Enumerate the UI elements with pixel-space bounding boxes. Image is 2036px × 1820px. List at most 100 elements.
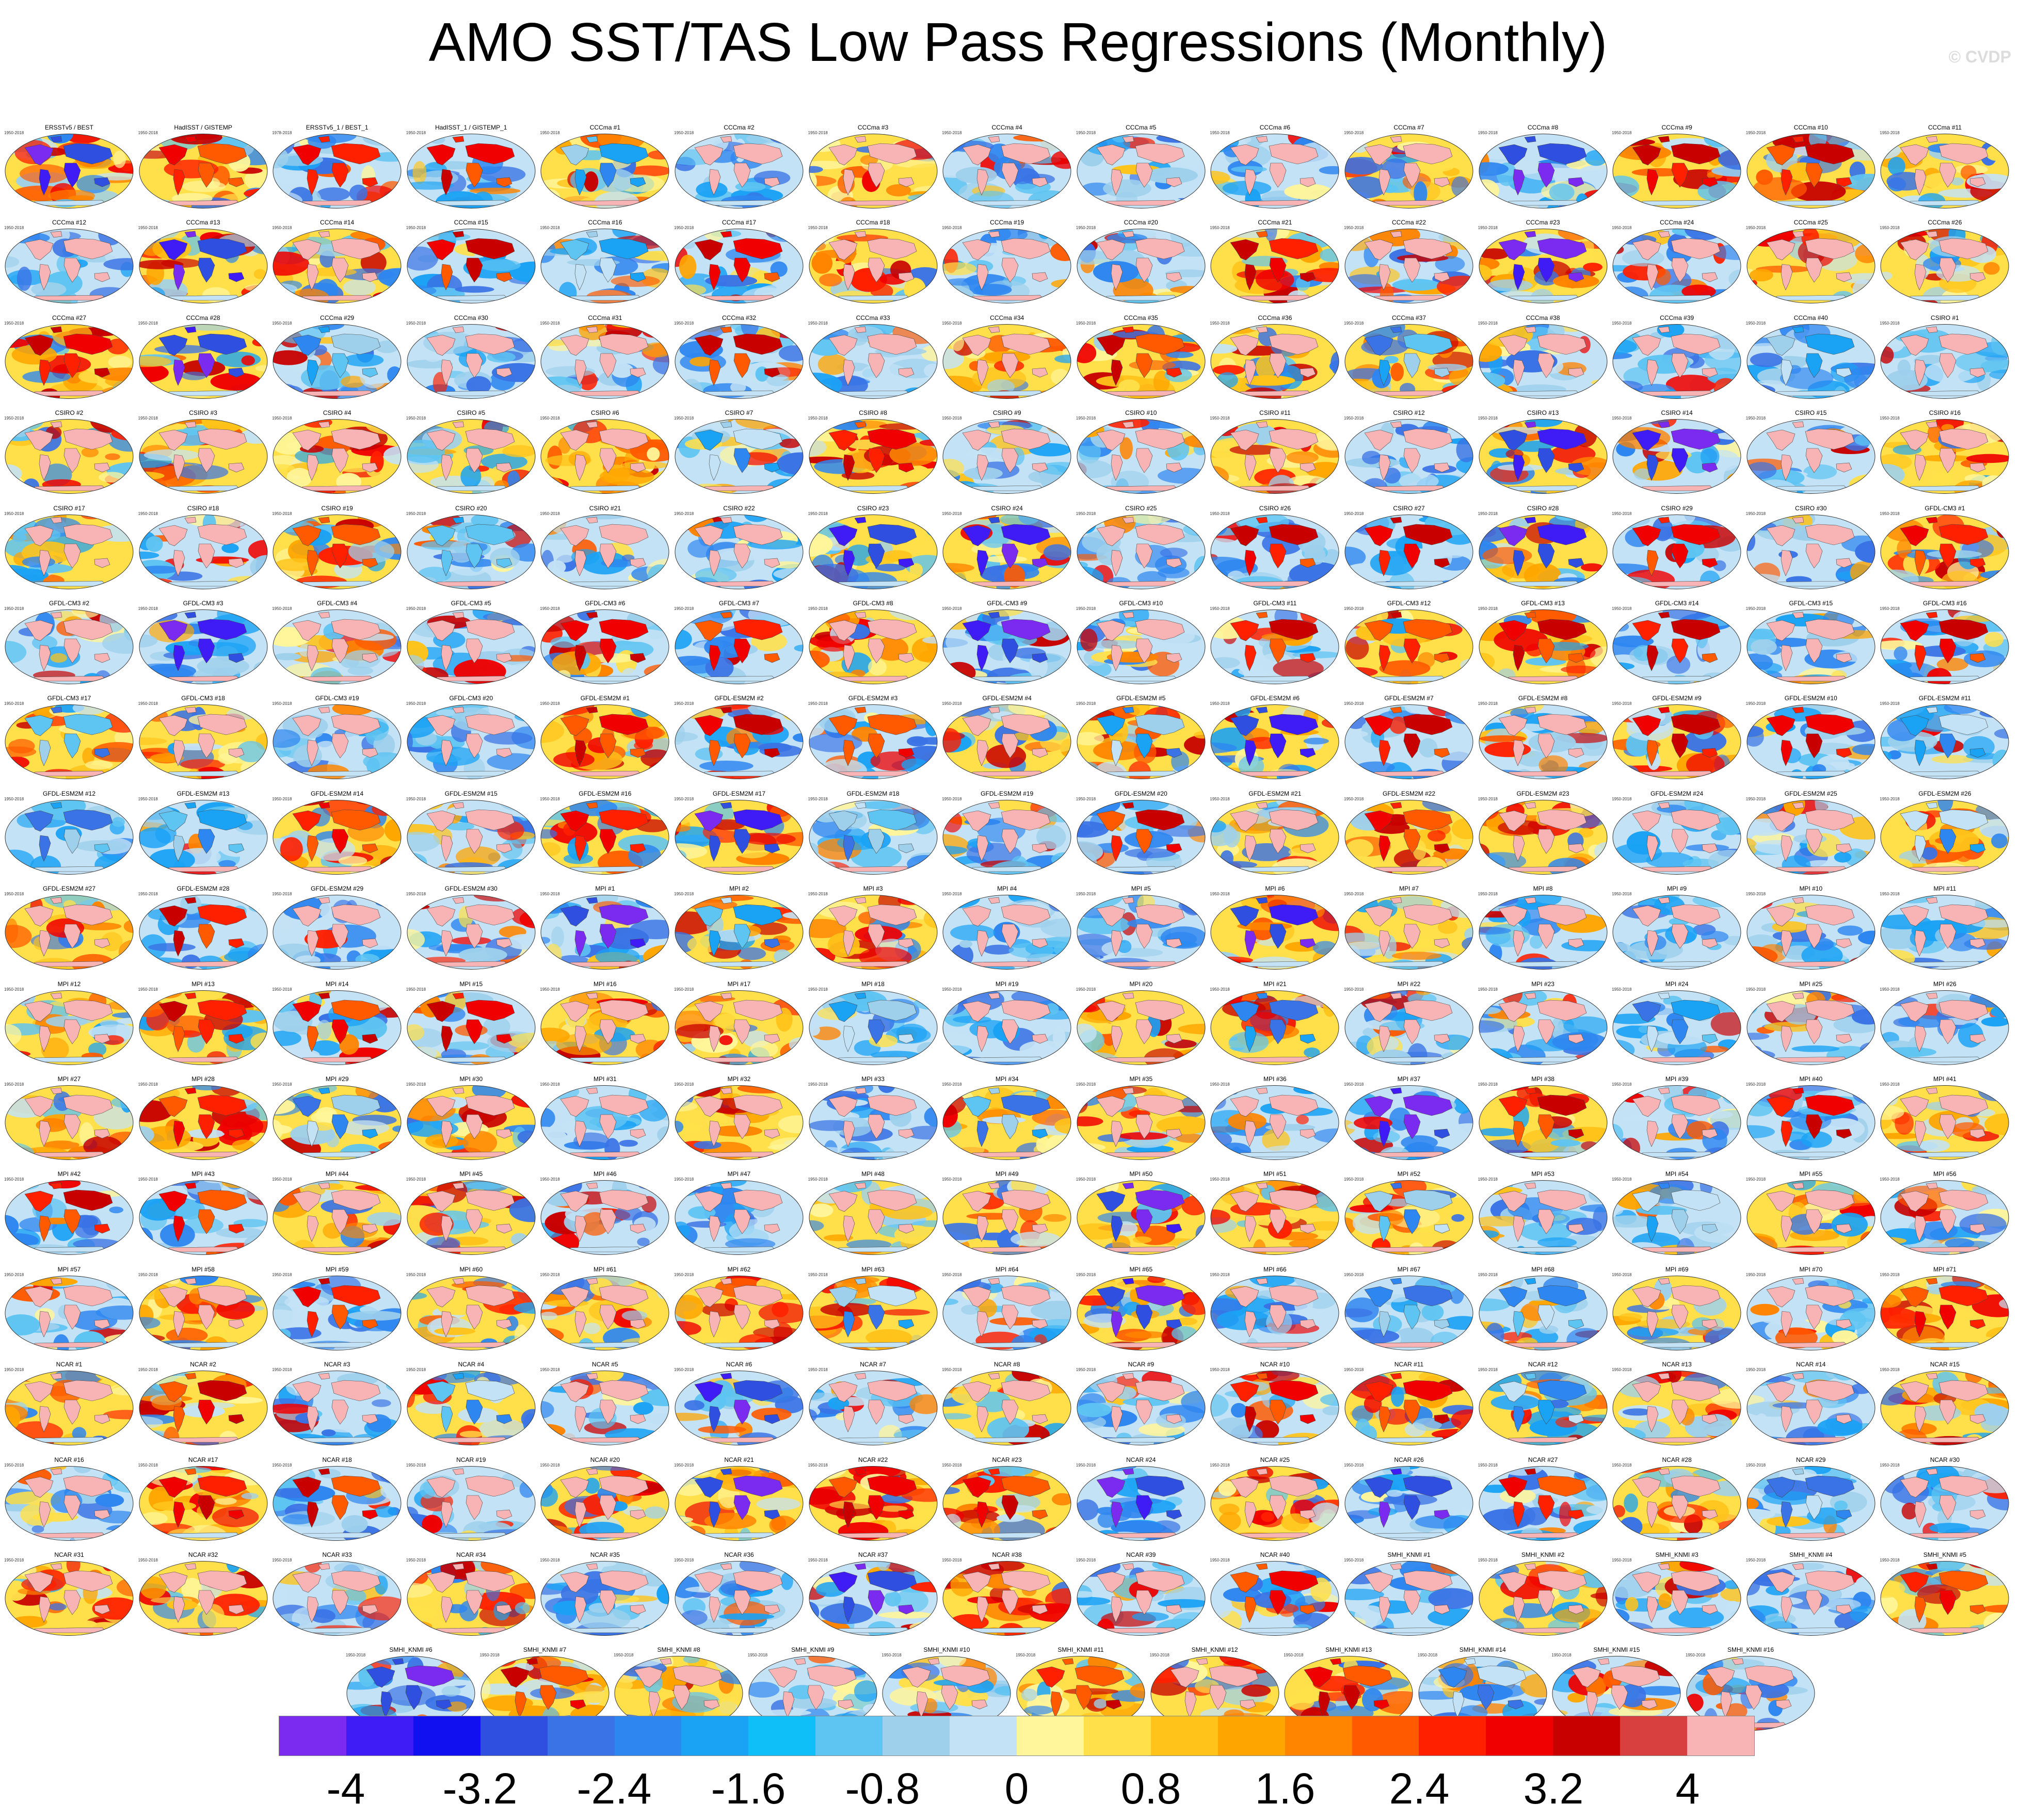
anomaly-blob [1385,762,1413,779]
anomaly-blob [180,759,225,770]
anomaly-blob [1345,609,1377,629]
anomaly-blob [159,802,198,819]
anomaly-blob [1241,712,1278,720]
map-border [675,895,804,970]
anomaly-blob [1579,165,1607,177]
anomaly-blob [1295,276,1310,291]
anomaly-blob [1506,429,1559,452]
anomaly-blob [1666,374,1717,394]
anomaly-blob [1552,180,1596,201]
anomaly-blob [1087,616,1105,638]
map-regression-plot [942,134,1071,208]
anomaly-blob [1156,633,1201,644]
anomaly-blob [1492,426,1543,443]
anomaly-blob [541,901,582,912]
anomaly-blob [1641,419,1669,424]
continent-outline [867,238,917,260]
anomaly-blob [630,920,669,940]
anomaly-blob [1591,379,1607,386]
anomaly-blob [606,324,644,340]
continent-outline [1970,748,1986,758]
anomaly-blob [791,537,803,545]
anomaly-blob [1146,325,1165,347]
anomaly-blob [1713,243,1726,264]
panel-title: GFDL-ESM2M #1 [580,695,630,702]
continent-outline [94,748,110,758]
anomaly-blob [312,671,344,684]
anomaly-blob [1145,161,1171,176]
anomaly-blob [46,918,85,938]
anomaly-blob [1888,156,1906,176]
anomaly-blob [336,473,362,491]
anomaly-blob [169,743,223,751]
anomaly-blob [1345,274,1387,292]
continent-outline [1256,707,1268,714]
continent-outline [1926,231,1938,238]
anomaly-blob [1649,269,1692,293]
anomaly-blob [1626,732,1652,757]
continent-outline [575,835,587,862]
anomaly-blob [22,556,55,568]
anomaly-blob [300,386,341,399]
anomaly-blob [5,565,33,581]
anomaly-blob [966,843,1021,865]
anomaly-blob [541,476,565,494]
anomaly-blob [139,934,167,959]
continent-outline [1111,835,1123,862]
anomaly-blob [1277,856,1318,870]
continent-outline [331,524,381,545]
continent-outline [600,829,617,854]
anomaly-blob [597,812,626,835]
anomaly-blob [1083,649,1108,666]
map-background [5,800,133,875]
anomaly-blob [10,421,30,438]
anomaly-blob [1707,374,1741,384]
anomaly-blob [1490,704,1544,715]
continent-outline [331,143,381,165]
anomaly-blob [622,554,635,561]
continent-outline [1235,390,1314,396]
anomaly-blob [1124,704,1150,716]
anomaly-blob [943,704,989,711]
anomaly-blob [1751,236,1806,245]
anomaly-blob [238,376,267,386]
anomaly-blob [1433,704,1473,711]
anomaly-blob [1613,338,1637,355]
anomaly-blob [1798,240,1826,265]
anomaly-blob [1717,707,1738,729]
anomaly-blob [18,711,44,722]
continent-outline [1001,829,1019,854]
map-regression-plot [272,419,402,494]
anomaly-blob [1238,666,1292,678]
anomaly-blob [30,932,81,949]
continent-outline [198,353,215,378]
continent-outline [426,905,456,927]
anomaly-blob [692,641,717,663]
anomaly-blob [1345,546,1366,568]
anomaly-blob [1164,448,1181,458]
anomaly-blob [1434,770,1473,779]
anomaly-blob [863,445,911,466]
anomaly-blob [1709,770,1729,779]
anomaly-blob [55,671,84,679]
continent-outline [1369,485,1448,491]
anomaly-blob [1240,808,1272,824]
continent-outline [198,163,215,188]
anomaly-blob [943,609,983,630]
anomaly-blob [1104,232,1157,244]
anomaly-blob [343,279,376,296]
anomaly-blob [28,563,73,573]
anomaly-blob [500,839,523,859]
anomaly-blob [1994,377,2009,389]
anomaly-blob [1734,475,1741,488]
continent-outline [331,543,349,569]
anomaly-blob [1248,627,1289,641]
anomaly-blob [878,895,901,912]
anomaly-blob [1991,833,2008,848]
anomaly-blob [755,366,769,382]
anomaly-blob [943,259,966,271]
anomaly-blob [87,154,111,168]
anomaly-blob [1375,868,1393,875]
anomaly-blob [1782,855,1811,875]
anomaly-blob [244,284,267,292]
